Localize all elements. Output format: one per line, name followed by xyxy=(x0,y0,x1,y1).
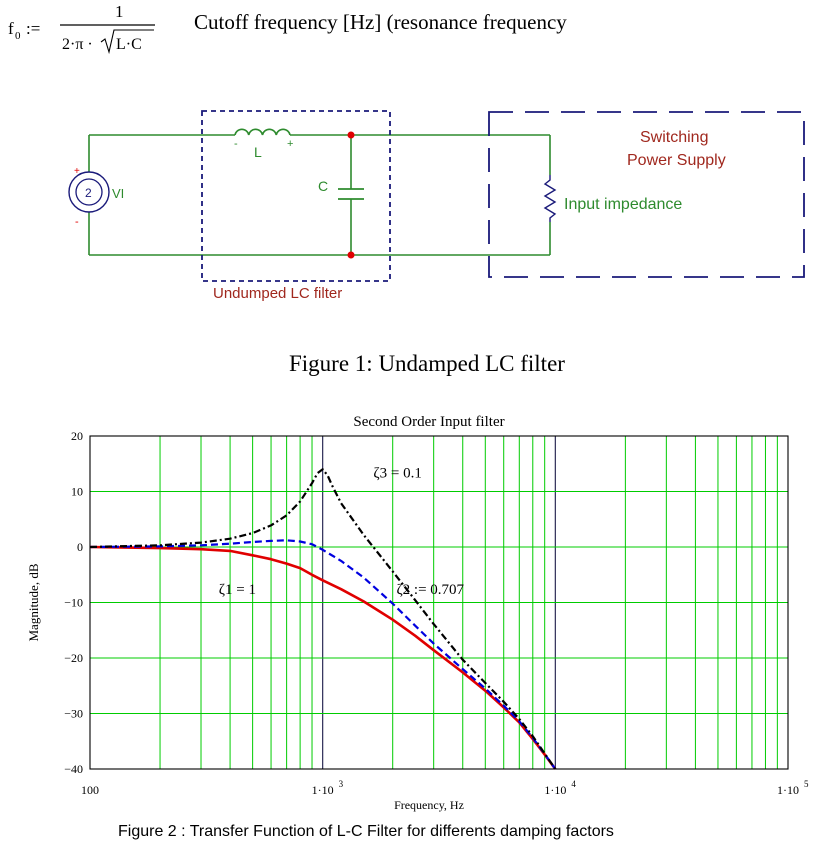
source-minus: - xyxy=(75,216,79,228)
series-line-3 xyxy=(89,468,557,770)
capacitor-label: C xyxy=(318,178,328,194)
capacitor-icon xyxy=(338,188,364,200)
formula-lhs: f xyxy=(8,19,14,38)
node-top xyxy=(347,131,355,139)
figure1-caption: Figure 1: Undamped LC filter xyxy=(289,351,565,376)
y-tick-label: 20 xyxy=(71,429,83,443)
source-plus: + xyxy=(74,166,80,177)
input-impedance-resistor-icon xyxy=(543,175,557,222)
x-tick-exponent: 4 xyxy=(571,779,576,789)
figure2-caption: Figure 2 : Transfer Function of L-C Filt… xyxy=(118,823,614,840)
node-bottom xyxy=(347,251,355,259)
formula-lhs-subscript: 0 xyxy=(15,30,21,42)
plot-frame xyxy=(89,435,789,770)
lc-filter-circuit: L - + C 2 VI + - Input impedance Undumpe… xyxy=(68,110,805,302)
impedance-label: Input impedance xyxy=(564,196,682,213)
sqrt-sign xyxy=(100,29,154,55)
circuit-wires xyxy=(88,134,551,256)
source-symbol: 2 xyxy=(85,186,92,200)
y-axis-label: Magnitude, dB xyxy=(26,563,41,641)
cutoff-formula: f 0 := 1 2·π · L·C xyxy=(8,2,155,55)
damping-annotation: ζ3 = 0.1 xyxy=(373,466,421,482)
inductor-plus: + xyxy=(287,138,293,150)
chart-title: Second Order Input filter xyxy=(353,414,504,430)
x-tick-label: 1·10 xyxy=(777,783,799,797)
damping-annotation: ζ2 := 0.707 xyxy=(396,582,464,598)
voltage-source-icon xyxy=(68,171,110,213)
filter-box-label: Undumped LC filter xyxy=(213,285,342,302)
formula-numerator: 1 xyxy=(115,2,124,21)
y-tick-label: −10 xyxy=(64,596,83,610)
series-line-2 xyxy=(89,539,557,770)
y-tick-label: 10 xyxy=(71,485,83,499)
cutoff-description: Cutoff frequency [Hz] (resonance frequen… xyxy=(194,10,567,34)
chart-grid xyxy=(90,436,788,769)
inductor-coil-icon xyxy=(234,128,291,136)
formula-assign: := xyxy=(26,19,40,38)
lc-filter-box xyxy=(201,110,391,282)
formula-radicand: L·C xyxy=(116,36,142,53)
y-tick-label: −40 xyxy=(64,762,83,776)
power-supply-box xyxy=(488,111,805,278)
x-tick-exponent: 5 xyxy=(804,779,809,789)
x-tick-label: 100 xyxy=(81,783,99,797)
supply-label-line1: Switching xyxy=(640,129,708,146)
x-axis-label: Frequency, Hz xyxy=(394,798,464,812)
y-tick-label: −20 xyxy=(64,651,83,665)
inductor-label: L xyxy=(254,144,262,160)
x-tick-label: 1·10 xyxy=(312,783,334,797)
x-tick-label: 1·10 xyxy=(544,783,566,797)
supply-label-line2: Power Supply xyxy=(627,152,726,169)
inductor-minus: - xyxy=(234,138,238,150)
y-tick-label: −30 xyxy=(64,707,83,721)
x-tick-exponent: 3 xyxy=(339,779,344,789)
damping-annotation: ζ1 = 1 xyxy=(219,582,256,598)
formula-denominator: 2·π · xyxy=(62,36,93,53)
y-tick-label: 0 xyxy=(77,540,83,554)
source-label: VI xyxy=(112,186,124,201)
